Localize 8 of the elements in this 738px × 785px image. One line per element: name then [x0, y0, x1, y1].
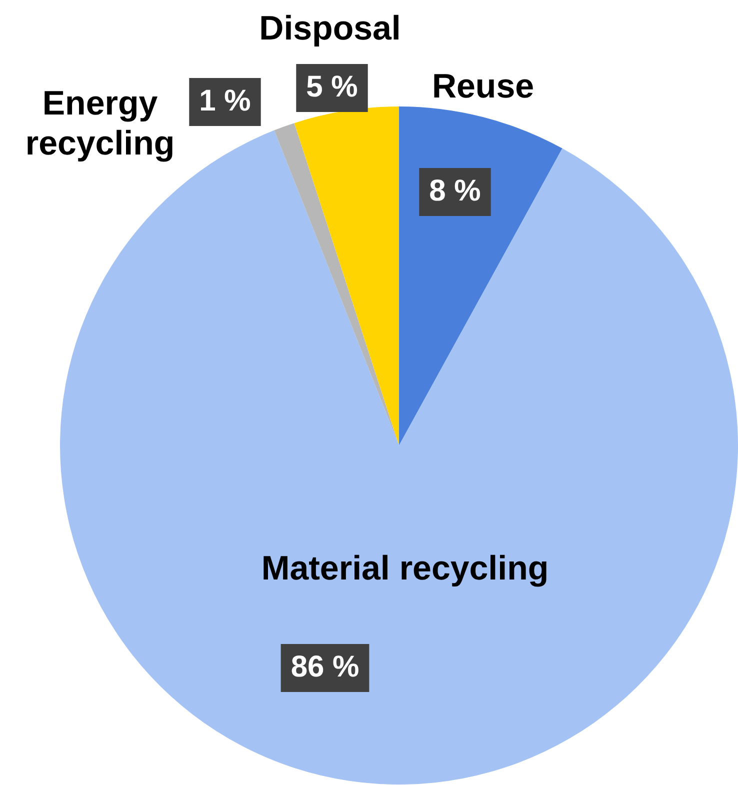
data-label: 86 % — [290, 650, 360, 684]
data-label: 8 % — [429, 174, 481, 208]
data-label: 1 % — [199, 84, 251, 118]
slice-label: Energy recycling — [25, 84, 175, 162]
data-label: 5 % — [306, 70, 358, 104]
slice-label: Material recycling — [261, 549, 549, 588]
slice-label: Disposal — [259, 9, 401, 48]
slice-label: Reuse — [432, 67, 534, 106]
